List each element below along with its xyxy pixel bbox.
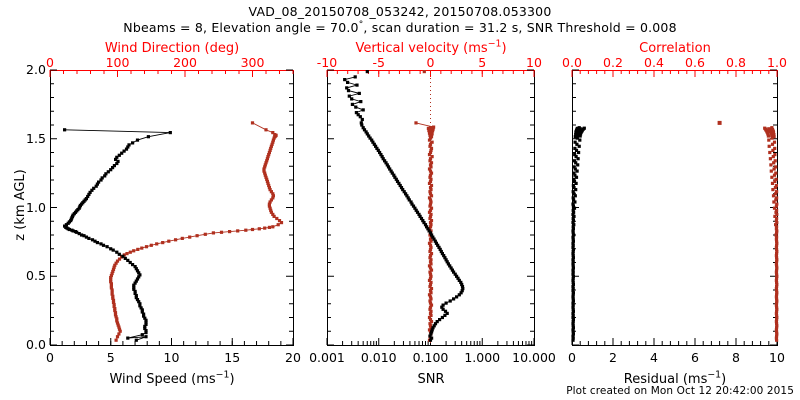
y-tick-label-0: 0.0 — [26, 337, 46, 352]
residual-text: Residual (ms — [623, 372, 708, 387]
panel-wind-xtick-label-4: 20 — [285, 350, 301, 365]
series-snr-points — [343, 70, 465, 342]
panel-snr-top-xtick-label-0: -10 — [316, 55, 338, 70]
y-tick-label-3: 1.5 — [26, 130, 46, 146]
panel-snr-xtick-label-2: 0.100 — [412, 350, 449, 365]
panel-residual-frame-bottom — [572, 345, 778, 346]
panel-wind-top-xtick-label-3: 300 — [240, 55, 265, 70]
panel-residual-xtick-label-4: 8 — [732, 350, 740, 365]
panel-residual-canvas — [571, 69, 779, 346]
series-vertical-velocity-points — [414, 70, 436, 342]
panel-residual-xtick-label-0: 0 — [568, 350, 576, 365]
plot-title: VAD_08_20150708_053242, 20150708.053300 — [248, 4, 552, 19]
series-wind-direction-points — [109, 121, 284, 342]
panel-wind-frame-bottom — [50, 345, 294, 346]
series-correlation-points — [717, 120, 779, 342]
panel-wind-frame-right — [293, 70, 294, 346]
panel-residual-ticks-bottom — [571, 338, 778, 345]
panel-snr-xtick-label-1: 0.010 — [360, 350, 397, 365]
panel-wind-xtick-label-0: 0 — [46, 350, 54, 365]
panel-snr-canvas — [326, 69, 535, 346]
panel-residual-top-xtick-label-4: 0.8 — [726, 55, 746, 70]
vertical-velocity-exponent: −1 — [487, 38, 502, 50]
panel-wind-bottom-axis-title: Wind Speed (ms−1) — [109, 369, 235, 387]
subtitle-nbeams: Nbeams = 8, Elevation angle = 70.0 — [123, 20, 359, 35]
subtitle-rest: , scan duration = 31.2 s, SNR Threshold … — [363, 20, 677, 35]
panel-snr-top-xtick-label-4: 10 — [526, 55, 542, 70]
y-axis-label: z (km AGL) — [13, 169, 28, 241]
series-wind-speed-points — [63, 128, 172, 342]
panel-snr-frame-right — [534, 70, 535, 346]
wind-speed-exponent: −1 — [215, 369, 230, 381]
panel-snr-frame-bottom — [327, 345, 535, 346]
panel-snr-top-axis-title: Vertical velocity (ms−1) — [355, 38, 507, 56]
panel-residual-xtick-label-2: 4 — [650, 350, 658, 365]
y-tick-label-2: 1.0 — [26, 199, 46, 215]
y-tick-label-1: 0.5 — [26, 268, 46, 284]
panel-residual-frame-top — [572, 70, 778, 71]
panel-residual-top-xtick-label-2: 0.4 — [644, 55, 664, 70]
panel-residual — [571, 69, 779, 346]
degree-symbol: ° — [358, 19, 364, 30]
panel-wind-canvas — [49, 69, 294, 346]
panel-snr-xtick-label-4: 10.000 — [512, 350, 556, 365]
panel-residual-bottom-axis-title: Residual (ms−1) — [623, 369, 727, 387]
panel-residual-top-xtick-label-3: 0.6 — [685, 55, 705, 70]
panel-snr-top-xtick-label-3: 5 — [478, 55, 487, 70]
plot-subtitle: Nbeams = 8, Elevation angle = 70.0°, sca… — [123, 19, 677, 35]
series-wind-direction-line — [110, 122, 283, 341]
panel-snr-ticks-top — [326, 70, 535, 77]
panel-residual-xtick-label-5: 10 — [769, 350, 785, 365]
panel-snr-bottom-axis-title: SNR — [417, 372, 445, 387]
plot-created-caption: Plot created on Mon Oct 12 20:42:00 2015 — [566, 385, 794, 397]
panel-snr-top-xtick-label-2: 0 — [426, 55, 435, 70]
y-tick-label-4: 2.0 — [26, 62, 46, 77]
panel-residual-top-xtick-label-1: 0.2 — [603, 55, 623, 70]
panel-residual-ticks-top — [571, 70, 778, 77]
vertical-velocity-text: Vertical velocity (ms — [355, 41, 488, 56]
panel-snr-top-xtick-label-1: -5 — [372, 55, 385, 70]
panel-wind-top-axis-title: Wind Direction (deg) — [104, 41, 240, 56]
panel-wind-xtick-label-1: 5 — [106, 350, 115, 365]
panel-residual-xtick-label-1: 2 — [609, 350, 617, 365]
panel-snr-ticks-y — [327, 69, 534, 346]
series-snr-line — [343, 76, 464, 341]
wind-speed-text: Wind Speed (ms — [109, 372, 216, 387]
panel-wind-xtick-label-2: 10 — [163, 350, 180, 365]
panel-wind-ticks-y — [50, 69, 293, 346]
panel-wind — [49, 69, 294, 346]
panel-wind-top-xtick-label-2: 200 — [173, 55, 197, 70]
panel-snr — [326, 69, 535, 346]
panel-wind-ticks-top — [49, 70, 294, 77]
panel-residual-top-xtick-label-0: 0.0 — [562, 55, 582, 70]
series-residual-points — [571, 126, 586, 342]
panel-residual-top-axis-title: Correlation — [639, 41, 711, 56]
panel-residual-ticks-y — [572, 69, 777, 346]
panel-snr-xtick-label-3: 1.000 — [464, 350, 501, 365]
panel-residual-xtick-label-3: 6 — [691, 350, 699, 365]
panel-wind-ticks-bottom — [49, 338, 294, 345]
panel-wind-xtick-label-3: 15 — [224, 350, 241, 365]
panel-wind-top-xtick-label-0: 0 — [46, 55, 54, 70]
panel-residual-top-xtick-label-5: 1.0 — [767, 55, 787, 70]
residual-exponent: −1 — [707, 369, 722, 381]
panel-snr-xtick-label-0: 0.001 — [309, 350, 345, 365]
panel-residual-frame-right — [777, 70, 778, 346]
panel-wind-top-xtick-label-1: 100 — [105, 55, 130, 70]
